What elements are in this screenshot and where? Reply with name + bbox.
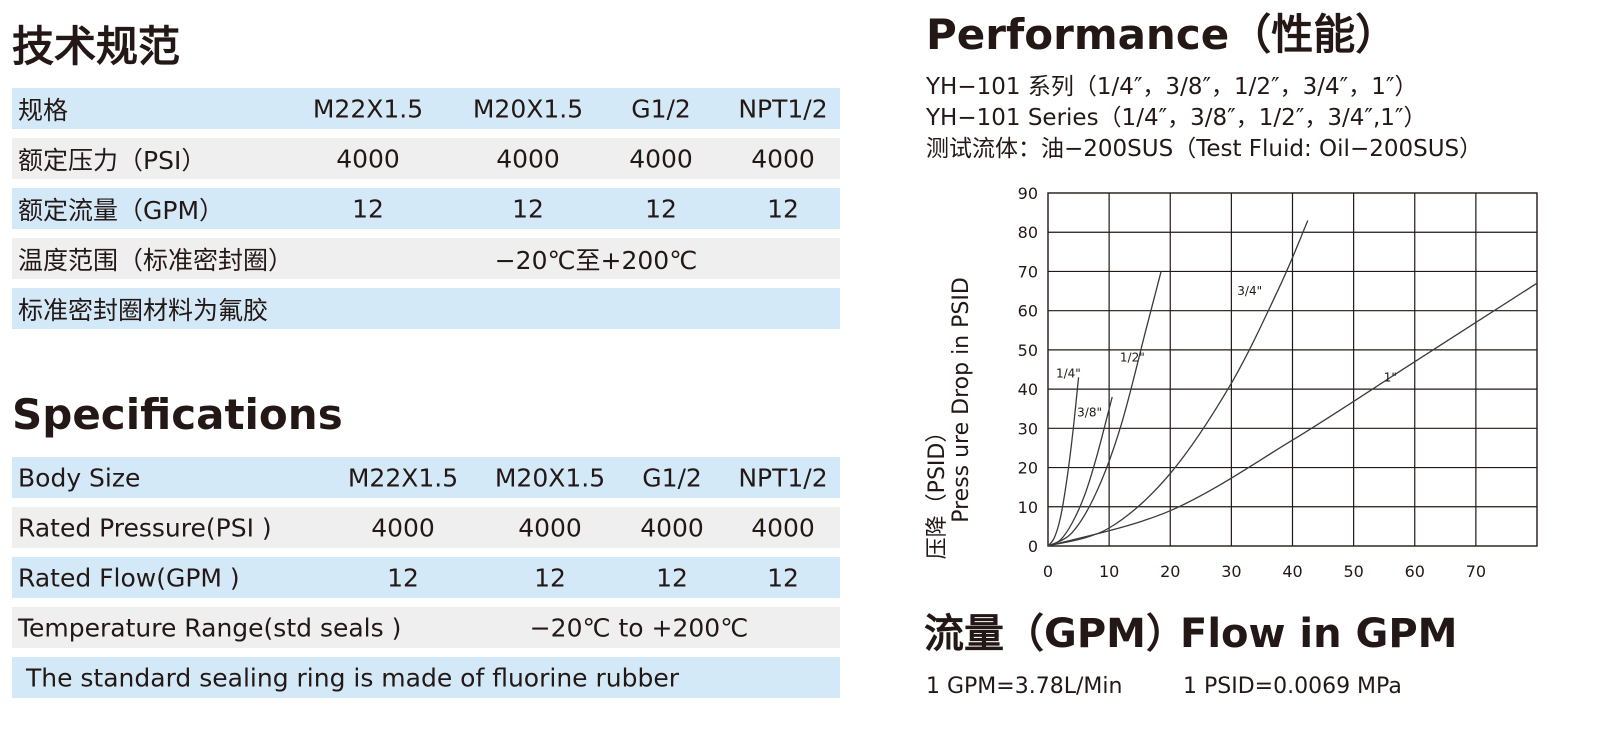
temperature-range-value: −20℃至+200℃: [494, 245, 698, 275]
y-tick-label: 20: [1018, 459, 1038, 478]
cell-m22: 4000: [336, 144, 400, 173]
x-tick-label: 40: [1282, 562, 1302, 581]
row-label: 温度范围（标准密封圈）: [18, 245, 294, 275]
psid-conversion: 1 PSID=0.0069 MPa: [1183, 674, 1402, 699]
x-tick-label: 20: [1160, 562, 1180, 581]
cell-npt12: NPT1/2: [738, 94, 828, 123]
series-label: 1": [1384, 370, 1397, 384]
cell-m20: M20X1.5: [472, 94, 584, 123]
test-fluid-line: 测试流体：油−200SUS（Test Fluid: Oil−200SUS）: [926, 136, 1483, 162]
row-label: 额定压力（PSI）: [18, 145, 207, 175]
series-line-cn: YH−101 系列（1/4″，3/8″，1/2″，3/4″，1″）: [926, 74, 1418, 100]
table-row: 温度范围（标准密封圈） −20℃至+200℃: [12, 238, 840, 279]
y-tick-label: 50: [1018, 341, 1038, 360]
y-axis-label-en: Press ure Drop in PSID: [949, 277, 974, 523]
x-tick-label: 0: [1043, 562, 1053, 581]
y-tick-label: 90: [1018, 184, 1038, 203]
series-label: 3/8": [1077, 406, 1102, 420]
series-curve: [1047, 271, 1162, 547]
series-label: 3/4": [1237, 284, 1262, 298]
row-label: 规格: [18, 95, 69, 125]
x-tick-label: 50: [1343, 562, 1363, 581]
series-curve: [1047, 220, 1309, 547]
cell-m22: 4000: [371, 513, 435, 542]
cell-m20: 12: [512, 194, 544, 223]
series-line-en: YH−101 Series（1/4″，3/8″，1/2″，3/4″,1″）: [926, 105, 1427, 131]
cell-m20: 4000: [518, 513, 582, 542]
cell-g12: 12: [656, 563, 688, 592]
cell-g12: 4000: [640, 513, 704, 542]
row-label: Rated Pressure(PSI ): [18, 513, 272, 542]
series-curve: [1047, 282, 1538, 547]
en-section-title: Specifications: [12, 390, 343, 439]
y-tick-label: 0: [1028, 537, 1038, 556]
row-label: Temperature Range(std seals ): [18, 613, 402, 642]
y-tick-label: 70: [1018, 262, 1038, 281]
y-tick-label: 40: [1018, 380, 1038, 399]
series-label: 1/4": [1056, 366, 1081, 380]
gpm-conversion: 1 GPM=3.78L/Min: [926, 674, 1123, 699]
table-row: Rated Pressure(PSI ) 4000 4000 4000 4000: [12, 507, 840, 548]
performance-title: Performance（性能）: [926, 10, 1398, 59]
row-label: Body Size: [18, 463, 141, 492]
table-row: 额定流量（GPM） 12 12 12 12: [12, 188, 840, 229]
cell-m20: 12: [534, 563, 566, 592]
x-tick-label: 60: [1405, 562, 1425, 581]
series-curve: [1047, 377, 1080, 547]
cell-m22: 12: [387, 563, 419, 592]
cn-section-title: 技术规范: [12, 22, 181, 71]
cell-m20: 4000: [496, 144, 560, 173]
flow-label-cn: 流量（GPM）: [924, 611, 1186, 657]
series-label: 1/2": [1120, 351, 1145, 365]
cell-g12: G1/2: [642, 463, 702, 492]
cell-g12: 4000: [629, 144, 693, 173]
table-row: Body Size M22X1.5 M20X1.5 G1/2 NPT1/2: [12, 457, 840, 498]
temperature-range-value: −20℃ to +200℃: [529, 613, 749, 642]
cell-npt12: 4000: [751, 513, 815, 542]
table-row: The standard sealing ring is made of flu…: [12, 657, 840, 698]
cell-npt12: 4000: [751, 144, 815, 173]
table-row: Temperature Range(std seals ) −20℃ to +2…: [12, 607, 840, 648]
y-tick-label: 30: [1018, 419, 1038, 438]
cell-g12: G1/2: [631, 94, 691, 123]
cn-spec-table: 规格 M22X1.5 M20X1.5 G1/2 NPT1/2 额定压力（PSI）…: [12, 88, 840, 338]
table-row: 额定压力（PSI） 4000 4000 4000 4000: [12, 138, 840, 179]
y-tick-label: 80: [1018, 223, 1038, 242]
row-label: 额定流量（GPM）: [18, 195, 225, 225]
y-axis-label-cn: 压降（PSID）: [925, 421, 950, 560]
row-label: Rated Flow(GPM ): [18, 563, 240, 592]
cell-m22: 12: [352, 194, 384, 223]
table-row: Rated Flow(GPM ) 12 12 12 12: [12, 557, 840, 598]
y-tick-label: 60: [1018, 302, 1038, 321]
cell-npt12: NPT1/2: [738, 463, 828, 492]
x-tick-label: 10: [1099, 562, 1119, 581]
cell-npt12: 12: [767, 194, 799, 223]
y-tick-label: 10: [1018, 498, 1038, 517]
cell-g12: 12: [645, 194, 677, 223]
en-spec-table: Body Size M22X1.5 M20X1.5 G1/2 NPT1/2 Ra…: [12, 457, 840, 707]
pressure-drop-chart: 0 10 20 30 40 50 60 70 80 90 0 10 20 30 40 50 60 70 1/4" 3…: [925, 184, 1538, 581]
x-tick-label: 30: [1221, 562, 1241, 581]
seal-material-note: The standard sealing ring is made of flu…: [18, 663, 680, 692]
cell-m22: M22X1.5: [347, 463, 459, 492]
x-tick-label: 70: [1466, 562, 1486, 581]
table-row: 标准密封圈材料为氟胶: [12, 288, 840, 329]
cell-npt12: 12: [767, 563, 799, 592]
cell-m20: M20X1.5: [494, 463, 606, 492]
table-row: 规格 M22X1.5 M20X1.5 G1/2 NPT1/2: [12, 88, 840, 129]
cell-m22: M22X1.5: [312, 94, 424, 123]
seal-material-note: 标准密封圈材料为氟胶: [18, 295, 269, 325]
flow-label-en: Flow in GPM: [1180, 611, 1458, 657]
